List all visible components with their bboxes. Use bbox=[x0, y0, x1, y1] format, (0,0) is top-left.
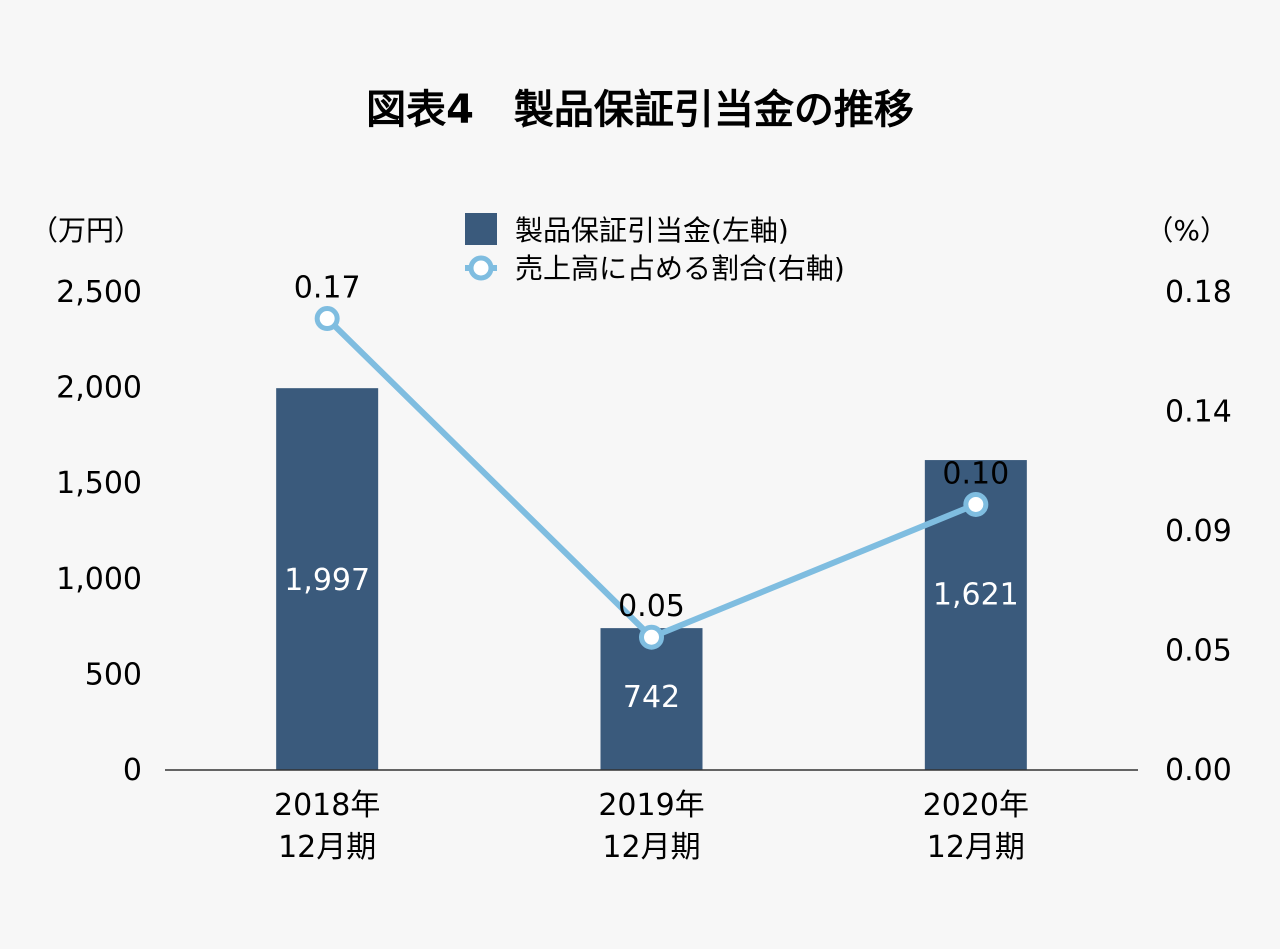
right-axis-tick: 0.18 bbox=[1165, 275, 1232, 310]
category-label-period: 12月期 bbox=[278, 830, 376, 865]
line-point bbox=[963, 491, 989, 517]
left-axis-unit: （万円） bbox=[30, 214, 142, 247]
chart-title: 図表4 製品保証引当金の推移 bbox=[366, 87, 914, 133]
right-axis-unit: （%） bbox=[1145, 214, 1228, 247]
legend-bar-label: 製品保証引当金(左軸) bbox=[515, 214, 789, 247]
left-axis-tick: 1,500 bbox=[56, 466, 142, 501]
line-value-label: 0.10 bbox=[942, 456, 1009, 491]
legend-line-label: 売上高に占める割合(右軸) bbox=[515, 252, 845, 285]
bar-value-label: 1,997 bbox=[284, 563, 370, 598]
left-axis-tick: 500 bbox=[85, 657, 142, 692]
bar bbox=[276, 388, 379, 770]
left-axis-tick: 0 bbox=[123, 753, 142, 788]
bar bbox=[600, 628, 703, 770]
right-axis-tick: 0.00 bbox=[1165, 753, 1232, 788]
category-label-year: 2019年 bbox=[598, 788, 704, 823]
legend-bar-swatch bbox=[465, 213, 497, 245]
line-point bbox=[314, 306, 340, 332]
legend-line-marker bbox=[468, 255, 494, 281]
category-label-period: 12月期 bbox=[927, 830, 1025, 865]
left-axis-tick: 2,500 bbox=[56, 275, 142, 310]
right-axis-tick: 0.14 bbox=[1165, 395, 1232, 430]
category-label-period: 12月期 bbox=[602, 830, 700, 865]
line-point bbox=[639, 624, 664, 650]
bar-value-label: 1,621 bbox=[933, 577, 1019, 612]
category-label-year: 2020年 bbox=[923, 788, 1029, 823]
category-label-year: 2018年 bbox=[274, 788, 380, 823]
left-axis-tick: 1,000 bbox=[56, 562, 142, 597]
line-value-label: 0.17 bbox=[294, 271, 361, 306]
right-axis-tick: 0.09 bbox=[1165, 514, 1232, 549]
legend: 製品保証引当金(左軸) 売上高に占める割合(右軸) bbox=[465, 213, 845, 285]
left-axis-tick: 2,000 bbox=[56, 371, 142, 406]
line-value-label: 0.05 bbox=[618, 589, 685, 624]
right-axis-tick: 0.05 bbox=[1165, 634, 1232, 669]
plot-area: 0 500 1,000 1,500 2,000 2,500 0.00 0.05 0.09 0.14… bbox=[56, 271, 1232, 865]
bar-value-label: 742 bbox=[623, 680, 680, 715]
